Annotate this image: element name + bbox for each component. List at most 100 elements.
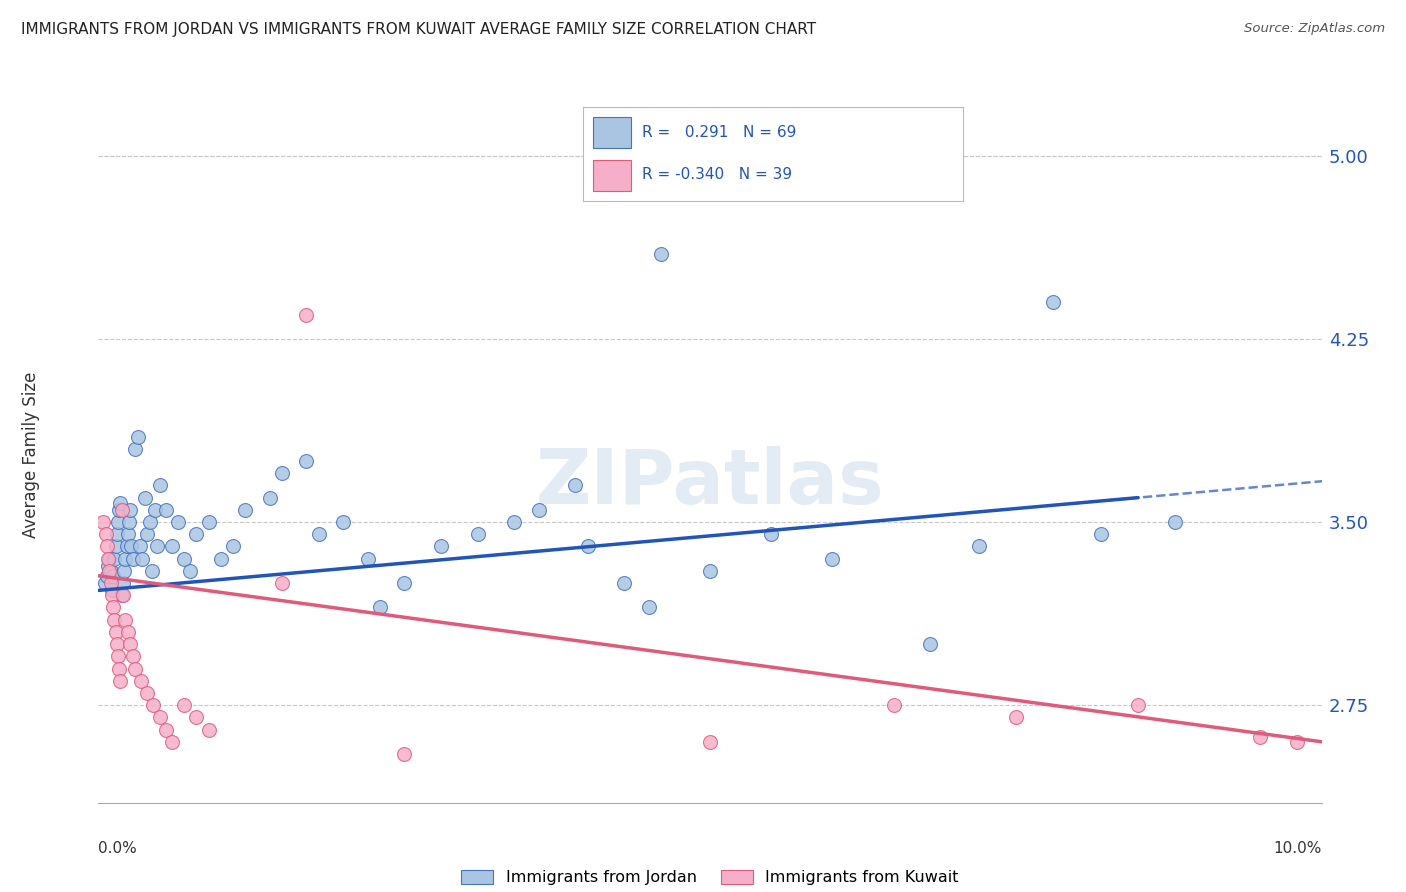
Point	[527, 503, 550, 517]
Point	[1042, 295, 1064, 310]
Point	[1090, 527, 1112, 541]
Point	[186, 527, 208, 541]
Point	[699, 564, 721, 578]
Point	[356, 551, 378, 566]
Point	[108, 503, 131, 517]
Point	[967, 540, 990, 554]
Point	[332, 515, 354, 529]
Point	[105, 527, 128, 541]
Point	[1286, 735, 1309, 749]
Text: 0.0%: 0.0%	[98, 841, 138, 856]
Point	[167, 515, 190, 529]
Point	[114, 551, 136, 566]
Point	[179, 564, 201, 578]
Point	[115, 540, 138, 554]
Point	[173, 698, 195, 713]
Point	[295, 308, 318, 322]
Text: ZIPatlas: ZIPatlas	[536, 446, 884, 520]
Point	[100, 564, 122, 578]
Point	[197, 723, 219, 737]
Point	[149, 478, 172, 492]
Point	[107, 515, 129, 529]
Point	[114, 613, 136, 627]
Point	[111, 588, 134, 602]
Point	[121, 551, 143, 566]
Point	[295, 454, 318, 468]
Point	[101, 583, 124, 598]
Point	[392, 747, 416, 761]
Point	[97, 559, 120, 574]
Point	[149, 710, 172, 724]
Point	[308, 527, 330, 541]
Point	[160, 540, 183, 554]
Point	[1128, 698, 1150, 713]
Point	[160, 735, 183, 749]
Point	[222, 540, 245, 554]
Point	[108, 661, 131, 675]
Point	[124, 442, 146, 456]
Point	[136, 527, 159, 541]
Point	[186, 710, 208, 724]
Point	[105, 637, 128, 651]
Legend: Immigrants from Jordan, Immigrants from Kuwait: Immigrants from Jordan, Immigrants from …	[461, 870, 959, 885]
Point	[129, 673, 152, 688]
Point	[127, 429, 149, 443]
Point	[93, 576, 115, 591]
Point	[111, 588, 134, 602]
Point	[564, 478, 586, 492]
Text: R = -0.340   N = 39: R = -0.340 N = 39	[643, 168, 793, 183]
Point	[129, 540, 152, 554]
Point	[120, 540, 142, 554]
Point	[197, 515, 219, 529]
Point	[98, 564, 121, 578]
Text: 10.0%: 10.0%	[1274, 841, 1322, 856]
Point	[142, 698, 165, 713]
Point	[821, 551, 844, 566]
Text: Average Family Size: Average Family Size	[22, 372, 41, 538]
Point	[131, 551, 153, 566]
Point	[638, 600, 661, 615]
Point	[134, 491, 156, 505]
Point	[120, 637, 142, 651]
Point	[103, 551, 125, 566]
Point	[699, 735, 721, 749]
Point	[96, 540, 118, 554]
Point	[117, 527, 139, 541]
Point	[121, 649, 143, 664]
Point	[98, 551, 121, 566]
Point	[110, 673, 132, 688]
Point	[110, 495, 132, 509]
Point	[120, 503, 142, 517]
Point	[111, 503, 134, 517]
Point	[430, 540, 453, 554]
Point	[1164, 515, 1187, 529]
Point	[107, 649, 129, 664]
Point	[613, 576, 636, 591]
Point	[103, 613, 125, 627]
Point	[101, 600, 124, 615]
Point	[270, 576, 294, 591]
Point	[101, 588, 124, 602]
Point	[467, 527, 489, 541]
FancyBboxPatch shape	[593, 118, 631, 148]
Point	[118, 515, 141, 529]
Point	[101, 568, 124, 582]
Point	[141, 564, 163, 578]
Point	[139, 515, 162, 529]
Point	[104, 624, 127, 639]
Point	[392, 576, 416, 591]
Point	[111, 576, 134, 591]
Point	[576, 540, 599, 554]
Point	[112, 564, 135, 578]
Text: IMMIGRANTS FROM JORDAN VS IMMIGRANTS FROM KUWAIT AVERAGE FAMILY SIZE CORRELATION: IMMIGRANTS FROM JORDAN VS IMMIGRANTS FRO…	[21, 22, 817, 37]
Point	[100, 576, 122, 591]
Point	[155, 723, 177, 737]
Point	[368, 600, 391, 615]
Point	[143, 503, 166, 517]
Point	[155, 503, 177, 517]
FancyBboxPatch shape	[593, 161, 631, 191]
Point	[209, 551, 232, 566]
Point	[104, 540, 127, 554]
Text: Source: ZipAtlas.com: Source: ZipAtlas.com	[1244, 22, 1385, 36]
Point	[761, 527, 783, 541]
